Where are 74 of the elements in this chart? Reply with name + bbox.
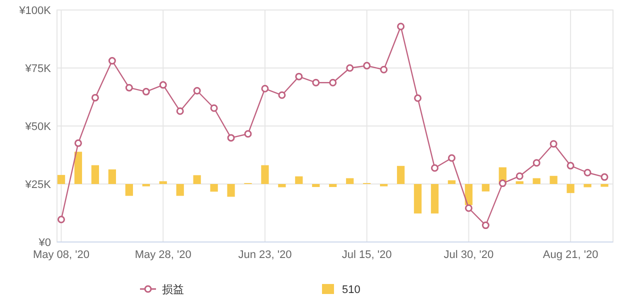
bar	[159, 181, 167, 184]
point	[227, 134, 235, 142]
legend-label: 510	[342, 284, 360, 296]
bar	[329, 184, 337, 188]
point	[125, 84, 133, 92]
bar	[346, 178, 354, 184]
y-tick-label: ¥25K	[24, 179, 52, 191]
point	[312, 78, 320, 86]
point	[464, 204, 472, 212]
point	[532, 159, 540, 167]
point	[108, 57, 116, 65]
point	[566, 162, 574, 170]
point	[380, 66, 388, 74]
bar	[261, 165, 269, 184]
x-tick-label: May 28, '20	[134, 249, 192, 261]
point	[74, 139, 82, 147]
bar	[210, 184, 218, 192]
bar	[108, 169, 116, 184]
y-tick-label: ¥50K	[24, 121, 52, 133]
bar	[193, 175, 201, 184]
bar	[532, 178, 540, 184]
point	[295, 72, 303, 80]
point	[142, 88, 150, 96]
point	[430, 164, 438, 172]
bar	[550, 176, 558, 184]
point	[159, 81, 167, 89]
point	[244, 130, 252, 138]
point	[550, 140, 558, 148]
y-tick-label: ¥0	[38, 237, 51, 249]
point	[176, 107, 184, 115]
bar	[430, 184, 439, 214]
bar	[584, 184, 592, 188]
point	[261, 84, 269, 92]
point	[363, 62, 371, 70]
x-tick-label: Jun 23, '20	[238, 249, 292, 261]
point	[414, 94, 422, 102]
point	[193, 86, 201, 94]
point	[448, 154, 456, 162]
legend-label: 损益	[162, 284, 184, 296]
bar	[464, 184, 473, 206]
bar	[125, 184, 133, 196]
bar	[57, 174, 66, 184]
y-tick-label: ¥75K	[24, 63, 52, 75]
bar	[396, 166, 405, 184]
point	[516, 172, 524, 180]
bar	[176, 184, 184, 196]
bar	[600, 184, 608, 187]
x-tick-label: Jul 15, '20	[342, 249, 392, 261]
y-tick-label: ¥100K	[18, 5, 52, 17]
point	[329, 78, 337, 86]
point	[584, 168, 592, 176]
point	[346, 64, 354, 72]
bar	[482, 184, 490, 192]
bar	[566, 184, 574, 194]
bar	[516, 181, 524, 184]
bar	[414, 184, 422, 214]
bar	[74, 152, 82, 184]
point	[482, 222, 490, 230]
bar	[312, 184, 320, 188]
bar	[278, 184, 286, 188]
bar	[295, 176, 303, 184]
bar	[91, 165, 100, 184]
point	[278, 91, 286, 99]
point	[397, 22, 405, 30]
x-tick-label: Jul 30, '20	[444, 249, 494, 261]
bar	[227, 184, 235, 197]
point	[91, 94, 99, 102]
point	[210, 104, 218, 112]
point	[600, 173, 608, 181]
x-tick-label: Aug 21, '20	[542, 249, 598, 261]
point	[498, 180, 506, 188]
point	[57, 216, 65, 224]
bar	[448, 180, 456, 184]
x-tick-label: May 08, '20	[32, 249, 90, 261]
